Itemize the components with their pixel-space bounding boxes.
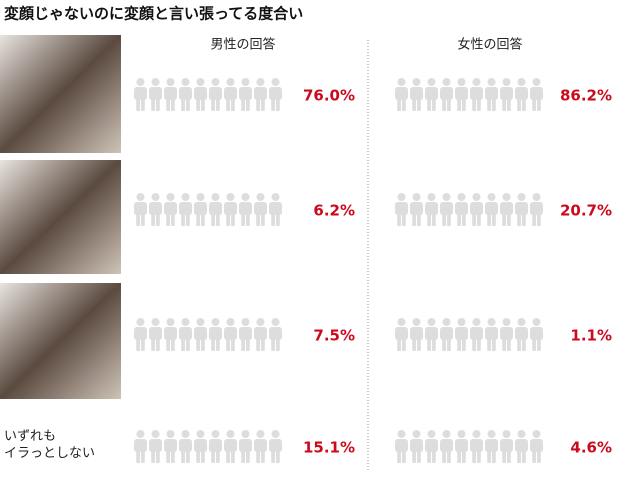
icon-row (134, 193, 282, 226)
series-header: 男性の回答 (210, 37, 275, 53)
icon-row (134, 78, 282, 111)
icon-row (395, 193, 543, 226)
value-label: 15.1% (303, 439, 355, 457)
photo (0, 283, 121, 399)
icon-row (395, 430, 543, 463)
value-label: 1.1% (570, 327, 612, 345)
icon-row (134, 318, 282, 351)
value-label: 86.2% (560, 87, 612, 105)
value-label: 4.6% (570, 439, 612, 457)
category-label: いずれも イラっとしない (4, 429, 96, 461)
icon-row (395, 318, 543, 351)
photo (0, 35, 121, 153)
icon-row (134, 430, 282, 463)
icon-row (395, 78, 543, 111)
chart-title: 変顔じゃないのに変顔と言い張ってる度合い (4, 5, 303, 23)
value-label: 6.2% (313, 202, 355, 220)
photo (0, 160, 121, 274)
value-label: 7.5% (313, 327, 355, 345)
value-label: 76.0% (303, 87, 355, 105)
series-header: 女性の回答 (457, 37, 522, 53)
value-label: 20.7% (560, 202, 612, 220)
